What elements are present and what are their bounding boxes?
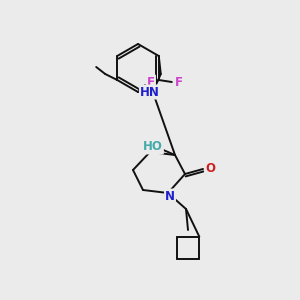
Text: O: O bbox=[205, 163, 215, 176]
Text: F: F bbox=[175, 76, 183, 88]
Text: HN: HN bbox=[140, 85, 160, 98]
Text: HO: HO bbox=[143, 140, 163, 154]
Text: F: F bbox=[147, 76, 155, 88]
Text: N: N bbox=[165, 190, 175, 202]
